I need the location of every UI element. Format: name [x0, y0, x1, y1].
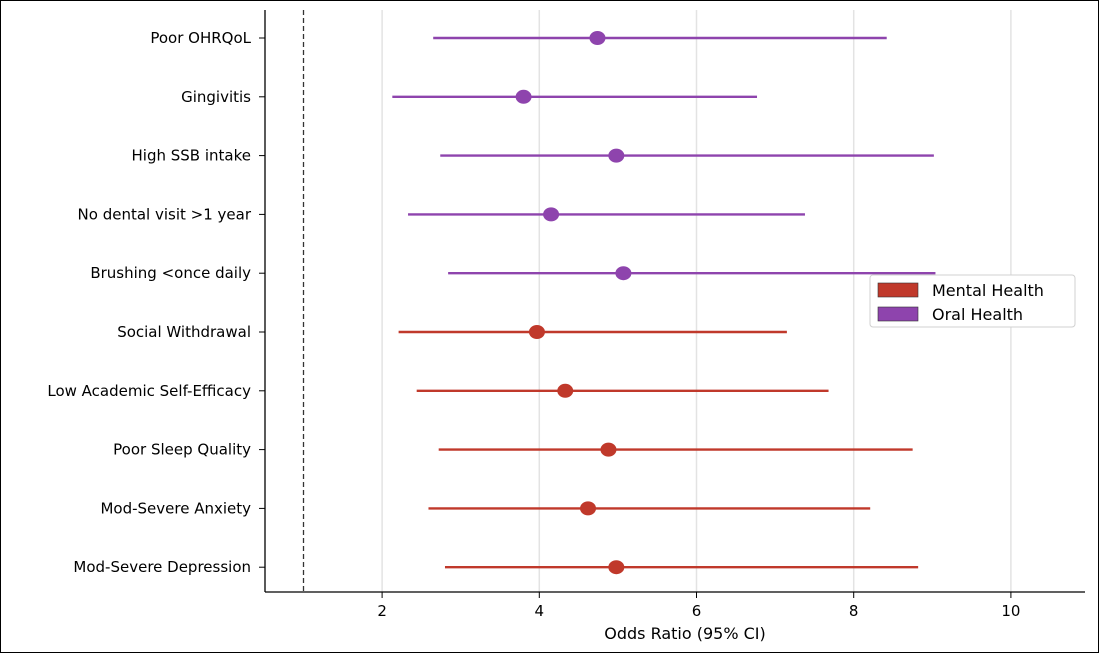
plot-row: Brushing <once daily — [90, 264, 936, 282]
plot-row: High SSB intake — [132, 147, 934, 165]
x-tick-label: 10 — [1001, 602, 1020, 620]
odds-ratio-point — [608, 148, 625, 163]
legend-box — [869, 274, 1076, 328]
y-tick-label: Mod-Severe Anxiety — [100, 499, 251, 517]
odds-ratio-point — [600, 442, 617, 457]
legend-label: Oral Health — [932, 305, 1023, 324]
plot-row: Social Withdrawal — [117, 323, 787, 341]
x-ticks: 2 4 6 8 10 — [377, 592, 1020, 620]
x-tick-label: 6 — [692, 602, 702, 620]
y-tick-label: Poor OHRQoL — [150, 29, 251, 47]
legend-label: Mental Health — [932, 281, 1044, 300]
legend-item: Oral Health — [877, 305, 1023, 324]
x-tick-label: 4 — [535, 602, 545, 620]
x-tick-label: 2 — [377, 602, 387, 620]
y-tick-label: Mod-Severe Depression — [73, 558, 251, 576]
odds-ratio-point — [589, 31, 606, 45]
y-tick-label: High SSB intake — [132, 147, 251, 165]
x-tick-label: 8 — [849, 602, 859, 620]
odds-ratio-point — [557, 383, 574, 398]
odds-ratio-point — [615, 266, 632, 281]
y-tick-label: Poor Sleep Quality — [113, 441, 251, 459]
y-tick-label: No dental visit >1 year — [78, 205, 252, 223]
odds-ratio-point — [515, 89, 532, 104]
plot-row: Poor Sleep Quality — [113, 441, 913, 459]
plot-row: Low Academic Self-Efficacy — [47, 382, 829, 400]
y-tick-label: Social Withdrawal — [117, 323, 251, 341]
x-axis-label: Odds Ratio (95% CI) — [604, 624, 766, 643]
y-tick-label: Gingivitis — [181, 88, 251, 106]
y-tick-label: Low Academic Self-Efficacy — [47, 382, 251, 400]
plot-row: Mod-Severe Anxiety — [100, 499, 871, 517]
odds-ratio-point — [608, 560, 625, 575]
odds-ratio-point — [528, 325, 545, 339]
plot-row: Gingivitis — [181, 88, 758, 106]
legend-item: Mental Health — [877, 281, 1044, 300]
odds-ratio-point — [580, 501, 597, 516]
plot-row: No dental visit >1 year — [78, 205, 805, 223]
legend-swatch — [877, 306, 919, 322]
legend: Mental Health Oral Health — [869, 274, 1076, 328]
odds-ratio-point — [543, 207, 560, 222]
plot-rows: Poor OHRQoL Gingivitis High SSB intake No d… — [47, 29, 936, 576]
axes — [264, 10, 1085, 593]
plot-row: Poor OHRQoL — [150, 29, 887, 47]
plot-row: Mod-Severe Depression — [73, 558, 919, 576]
legend-swatch — [877, 282, 919, 298]
y-tick-label: Brushing <once daily — [90, 264, 251, 282]
